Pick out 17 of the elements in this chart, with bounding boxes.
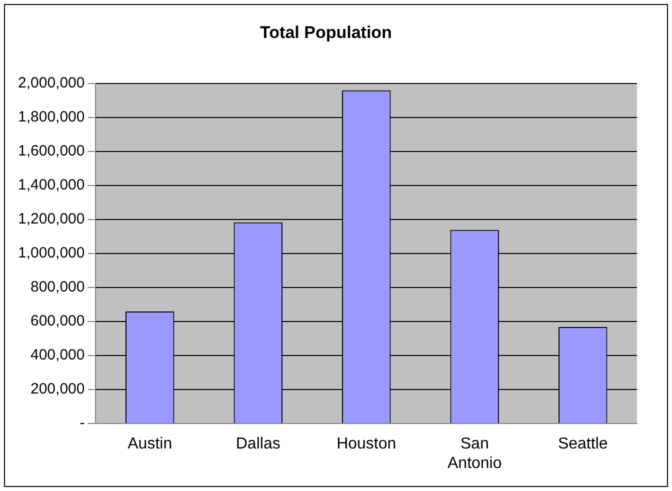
x-tick-label: San Antonio <box>447 436 502 472</box>
y-tick-label: 1,000,000 <box>18 244 85 262</box>
y-tick-label: 400,000 <box>30 346 85 364</box>
x-tick-label: Seattle <box>558 436 608 453</box>
x-tick-label: Dallas <box>236 436 280 453</box>
y-tick-label: 200,000 <box>30 380 85 398</box>
chart-title: Total Population <box>260 22 392 42</box>
y-tick-label: - <box>80 414 85 432</box>
x-tick-label: Houston <box>336 436 396 453</box>
x-tick-label: Austin <box>128 436 172 453</box>
y-tick-label: 1,400,000 <box>18 176 85 194</box>
y-tick-label: 2,000,000 <box>18 74 85 92</box>
y-tick-label: 1,600,000 <box>18 142 85 160</box>
y-tick-label: 1,200,000 <box>18 210 85 228</box>
y-tick-label: 1,800,000 <box>18 108 85 126</box>
y-tick-label: 600,000 <box>30 312 85 330</box>
y-tick-label: 800,000 <box>30 278 85 296</box>
